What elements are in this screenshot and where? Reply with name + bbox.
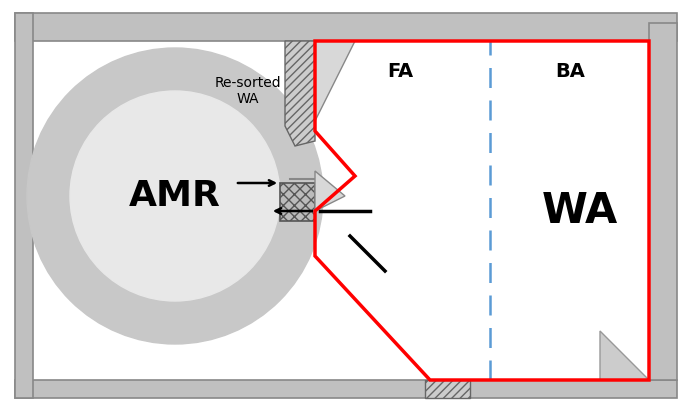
Polygon shape bbox=[600, 331, 649, 380]
Bar bbox=[33, 41, 649, 380]
Polygon shape bbox=[285, 41, 315, 146]
Polygon shape bbox=[315, 41, 355, 121]
Bar bbox=[15, 13, 33, 398]
Text: Re-sorted
WA: Re-sorted WA bbox=[215, 76, 281, 106]
Polygon shape bbox=[315, 171, 345, 211]
Bar bbox=[15, 13, 677, 41]
Circle shape bbox=[70, 91, 280, 301]
Polygon shape bbox=[425, 380, 470, 398]
Bar bbox=[649, 23, 677, 380]
Text: AMR: AMR bbox=[129, 179, 221, 213]
Text: BA: BA bbox=[555, 62, 585, 81]
Text: WA: WA bbox=[542, 190, 618, 232]
Circle shape bbox=[27, 48, 323, 344]
Bar bbox=[280, 183, 315, 221]
Text: FA: FA bbox=[387, 62, 413, 81]
Bar bbox=[15, 380, 677, 398]
